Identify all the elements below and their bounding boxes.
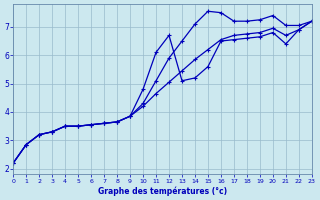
X-axis label: Graphe des températures (°c): Graphe des températures (°c) [98,186,227,196]
